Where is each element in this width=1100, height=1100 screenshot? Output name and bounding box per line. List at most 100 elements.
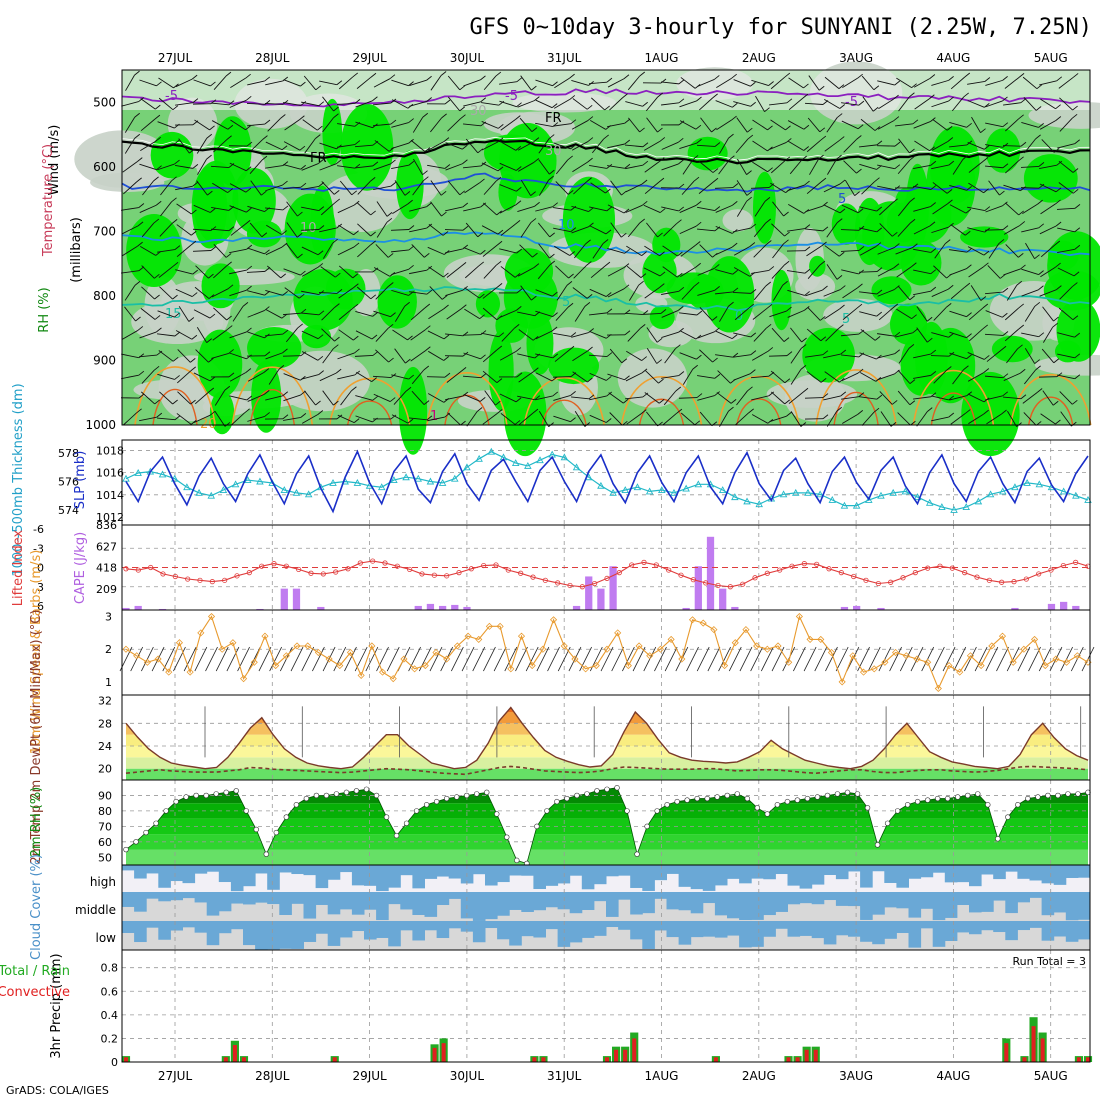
wind-barb xyxy=(787,203,805,214)
wind-barb xyxy=(372,102,392,106)
cloud-middle-bar xyxy=(944,892,958,918)
thickness-point xyxy=(974,497,983,505)
wind-barb xyxy=(499,351,517,361)
wind-barb-flag xyxy=(440,190,447,196)
axis-label-wind: Wind (m/s) xyxy=(47,125,62,196)
wind-barb xyxy=(607,288,625,298)
wind-barb xyxy=(355,121,373,129)
wind-barb xyxy=(680,412,696,426)
axis-label-2m-rh: 2m RH (%) xyxy=(29,787,44,858)
wind-barb xyxy=(751,351,769,361)
wind-speed-point xyxy=(1073,652,1081,660)
cloud-low-bar xyxy=(848,921,861,937)
wind-barb-flag xyxy=(930,185,937,190)
cloud-middle-bar xyxy=(146,892,159,899)
cloud-level-label: low xyxy=(96,931,117,945)
thickness-point xyxy=(1072,491,1080,499)
warm-contour xyxy=(620,375,703,426)
wind-barb xyxy=(681,286,695,300)
wind-speed-point xyxy=(603,645,611,653)
wind-barb xyxy=(321,307,335,321)
wind-barb-flag xyxy=(460,367,467,372)
wind-barb-flag xyxy=(873,407,880,413)
footer-credit: GrADS: COLA/IGES xyxy=(6,1084,109,1097)
convective-bar xyxy=(1076,1057,1081,1062)
wind-barb-flag xyxy=(570,144,576,150)
wind-speed-point xyxy=(197,629,205,637)
wind-barb-flag xyxy=(926,407,933,412)
wind-barb-flag xyxy=(246,285,252,291)
wind-barb xyxy=(535,330,553,340)
wind-barb-flag xyxy=(587,346,593,352)
wind-barb-flag xyxy=(425,325,431,331)
cloud-level-label: high xyxy=(90,875,116,889)
wind-barb xyxy=(737,158,747,175)
wind-barb xyxy=(841,396,859,400)
wind-barb-flag xyxy=(678,183,685,189)
wind-barb xyxy=(461,646,475,672)
cloud-low-bar xyxy=(739,921,752,948)
wind-speed-point xyxy=(304,642,312,650)
convective-bar xyxy=(1031,1026,1036,1062)
wind-barb-flag xyxy=(206,133,213,139)
cloud-low-bar xyxy=(799,921,813,936)
wind-barb xyxy=(661,141,679,150)
wind-barb-flag xyxy=(137,241,143,247)
convective-bar xyxy=(623,1049,628,1062)
wind-barb xyxy=(393,390,407,405)
thickness-point xyxy=(122,474,130,482)
wind-barb-flag xyxy=(300,101,307,106)
wind-speed-point xyxy=(881,658,889,666)
wind-barb-flag xyxy=(606,77,613,83)
wind-barb-flag xyxy=(966,247,973,253)
wind-barb xyxy=(141,286,155,300)
wind-barb-flag xyxy=(768,266,775,271)
wind-barb-flag xyxy=(352,72,359,78)
wind-barb-flag xyxy=(659,137,666,142)
thickness-point xyxy=(986,490,995,498)
cloud-high-bar xyxy=(763,865,776,880)
thickness-point xyxy=(1011,483,1019,491)
cloud-low-bar xyxy=(823,921,837,945)
cloud-low-bar xyxy=(1005,921,1018,941)
wind-barb-flag xyxy=(426,97,432,102)
wind-barb-flag xyxy=(372,267,379,273)
wind-barb-flag xyxy=(893,94,899,100)
wind-barb xyxy=(877,185,895,191)
warm-contour xyxy=(1009,373,1092,426)
wind-barb-flag xyxy=(963,365,969,371)
wind-barb-flag xyxy=(209,376,216,382)
wind-barb-flag xyxy=(765,218,772,224)
wind-barb xyxy=(337,374,355,380)
wind-barb xyxy=(661,331,679,339)
wind-barb xyxy=(193,414,211,424)
wind-barb xyxy=(1039,164,1057,170)
wind-barb xyxy=(445,395,463,401)
wind-barb-flag xyxy=(605,418,612,423)
wind-barb xyxy=(1039,289,1057,297)
wind-barb-flag xyxy=(820,378,827,383)
wind-barb-flag xyxy=(765,323,772,329)
y-tick: 32 xyxy=(98,695,112,708)
wind-barb-flag xyxy=(695,221,702,227)
cloud-middle-bar xyxy=(1017,892,1030,903)
wind-barb xyxy=(826,222,838,238)
thickness-point xyxy=(1035,480,1044,488)
wind-barb-flag xyxy=(315,134,321,139)
wind-barb xyxy=(373,393,391,402)
wind-barb xyxy=(283,141,301,151)
wind-barb xyxy=(1017,646,1031,672)
wind-barb-flag xyxy=(497,137,504,143)
contour-label: FR xyxy=(545,111,562,126)
wind-barb xyxy=(736,200,748,217)
cloud-middle-bar xyxy=(134,892,147,912)
wind-barb-flag xyxy=(714,75,720,80)
cape-bar xyxy=(1060,601,1068,610)
y-tick-right: 1014 xyxy=(96,489,124,502)
wind-barb-flag xyxy=(225,253,232,258)
wind-barb-flag xyxy=(496,409,503,414)
wind-barb xyxy=(445,206,463,212)
cloud-low-bar xyxy=(436,921,450,939)
moist-region xyxy=(991,335,1033,363)
wind-barb-flag xyxy=(210,246,217,251)
